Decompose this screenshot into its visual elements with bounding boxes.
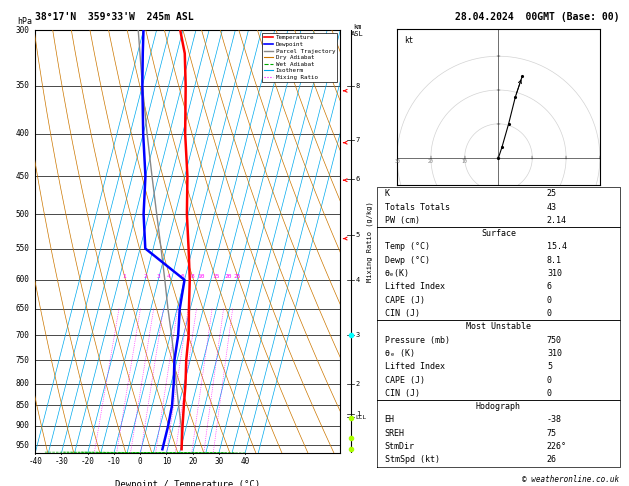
Text: Temp (°C): Temp (°C): [385, 243, 430, 251]
Text: Pressure (mb): Pressure (mb): [385, 336, 450, 345]
Text: Dewp (°C): Dewp (°C): [385, 256, 430, 265]
Text: Mixing Ratio (g/kg): Mixing Ratio (g/kg): [367, 201, 373, 282]
Text: 950: 950: [15, 441, 29, 450]
Text: StmSpd (kt): StmSpd (kt): [385, 455, 440, 465]
Text: -40: -40: [28, 456, 42, 466]
Text: 2: 2: [143, 274, 147, 278]
Text: Lifted Index: Lifted Index: [385, 362, 445, 371]
Text: 20: 20: [224, 274, 231, 278]
Text: 5: 5: [547, 362, 552, 371]
Text: Lifted Index: Lifted Index: [385, 282, 445, 292]
Text: 226°: 226°: [547, 442, 567, 451]
Text: EH: EH: [385, 416, 394, 424]
Text: 0: 0: [547, 295, 552, 305]
Text: 8.1: 8.1: [547, 256, 562, 265]
Text: Totals Totals: Totals Totals: [385, 203, 450, 211]
Text: 650: 650: [15, 304, 29, 313]
Text: 20: 20: [428, 159, 434, 164]
Text: 30: 30: [394, 159, 400, 164]
Text: 750: 750: [15, 356, 29, 365]
Text: θₑ(K): θₑ(K): [385, 269, 409, 278]
Text: 6: 6: [181, 274, 184, 278]
Text: 20: 20: [188, 456, 198, 466]
Text: Dewpoint / Temperature (°C): Dewpoint / Temperature (°C): [115, 481, 260, 486]
Text: -30: -30: [55, 456, 69, 466]
Text: Hodograph: Hodograph: [476, 402, 521, 411]
Text: θₑ (K): θₑ (K): [385, 349, 415, 358]
Text: 0: 0: [138, 456, 143, 466]
Text: 6: 6: [356, 175, 360, 182]
Text: CAPE (J): CAPE (J): [385, 376, 425, 384]
Text: 2.14: 2.14: [547, 216, 567, 225]
Text: 310: 310: [547, 349, 562, 358]
Text: PW (cm): PW (cm): [385, 216, 420, 225]
Text: -20: -20: [81, 456, 94, 466]
Text: 38°17'N  359°33'W  245m ASL: 38°17'N 359°33'W 245m ASL: [35, 12, 194, 22]
Text: 10: 10: [462, 159, 467, 164]
Text: 5: 5: [356, 232, 360, 238]
Text: Surface: Surface: [481, 229, 516, 238]
Text: Most Unstable: Most Unstable: [466, 322, 531, 331]
Text: 6: 6: [547, 282, 552, 292]
Text: SREH: SREH: [385, 429, 404, 438]
Text: 0: 0: [547, 309, 552, 318]
Text: 7: 7: [356, 137, 360, 143]
Text: 3: 3: [356, 332, 360, 338]
Legend: Temperature, Dewpoint, Parcel Trajectory, Dry Adiabat, Wet Adiabat, Isotherm, Mi: Temperature, Dewpoint, Parcel Trajectory…: [262, 33, 337, 82]
Text: 310: 310: [547, 269, 562, 278]
Text: CIN (J): CIN (J): [385, 389, 420, 398]
Text: 28.04.2024  00GMT (Base: 00): 28.04.2024 00GMT (Base: 00): [455, 12, 620, 22]
Text: 10: 10: [198, 274, 205, 278]
Text: 25: 25: [547, 189, 557, 198]
Text: 4: 4: [356, 277, 360, 283]
Text: © weatheronline.co.uk: © weatheronline.co.uk: [523, 474, 620, 484]
Text: 15: 15: [213, 274, 220, 278]
Text: 30: 30: [214, 456, 223, 466]
Text: CAPE (J): CAPE (J): [385, 295, 425, 305]
Text: 40: 40: [240, 456, 250, 466]
Text: 450: 450: [15, 172, 29, 181]
Text: 2: 2: [356, 381, 360, 386]
Text: LCL: LCL: [356, 415, 367, 419]
Text: 75: 75: [547, 429, 557, 438]
Text: 4: 4: [167, 274, 170, 278]
Text: 850: 850: [15, 401, 29, 410]
Text: StmDir: StmDir: [385, 442, 415, 451]
Text: kt: kt: [404, 36, 413, 45]
Text: 25: 25: [233, 274, 240, 278]
Text: 350: 350: [15, 81, 29, 90]
Text: 8: 8: [191, 274, 194, 278]
Text: 15.4: 15.4: [547, 243, 567, 251]
Text: km
ASL: km ASL: [351, 24, 364, 37]
Text: 800: 800: [15, 379, 29, 388]
Text: 600: 600: [15, 276, 29, 284]
Text: 300: 300: [15, 26, 29, 35]
Text: 750: 750: [547, 336, 562, 345]
Text: 1: 1: [356, 411, 360, 417]
Text: -38: -38: [547, 416, 562, 424]
Text: 10: 10: [162, 456, 171, 466]
Text: 8: 8: [356, 83, 360, 88]
Text: 550: 550: [15, 244, 29, 253]
Text: 0: 0: [547, 376, 552, 384]
Text: 400: 400: [15, 129, 29, 139]
Text: 0: 0: [547, 389, 552, 398]
Text: -10: -10: [107, 456, 121, 466]
Text: 700: 700: [15, 331, 29, 340]
Text: 43: 43: [547, 203, 557, 211]
Text: CIN (J): CIN (J): [385, 309, 420, 318]
Text: 3: 3: [157, 274, 160, 278]
Text: 900: 900: [15, 421, 29, 431]
Text: K: K: [385, 189, 389, 198]
Text: 26: 26: [547, 455, 557, 465]
Text: 1: 1: [122, 274, 126, 278]
Text: hPa: hPa: [17, 17, 32, 26]
Text: 500: 500: [15, 209, 29, 219]
